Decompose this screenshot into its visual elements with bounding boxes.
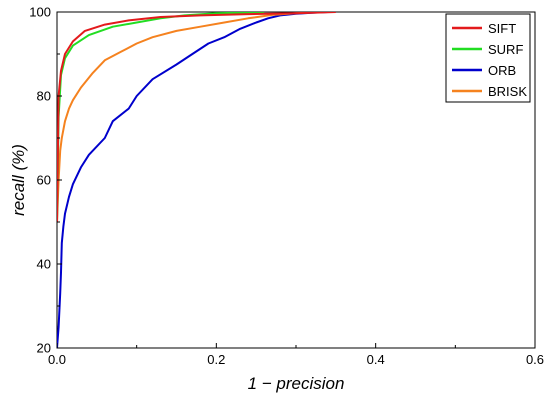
y-tick-label: 60	[37, 173, 51, 188]
x-tick-label: 0.6	[526, 352, 544, 367]
y-tick-label: 100	[29, 5, 51, 20]
x-tick-label: 0.2	[207, 352, 225, 367]
legend-label-brisk: BRISK	[488, 84, 527, 99]
y-tick-label: 20	[37, 341, 51, 356]
legend-label-orb: ORB	[488, 63, 516, 78]
legend-label-surf: SURF	[488, 42, 523, 57]
legend: SIFT SURF ORB BRISK	[445, 13, 531, 103]
y-tick-label: 80	[37, 89, 51, 104]
series-line-brisk	[57, 12, 320, 223]
x-axis-title: 1 − precision	[248, 374, 345, 393]
x-tick-label: 0.4	[367, 352, 385, 367]
axis-layer: 0.0 0.2 0.4 0.6 20 40 60 80 100	[29, 5, 544, 368]
y-tick-label: 40	[37, 257, 51, 272]
series-line-orb	[57, 12, 328, 348]
x-tick-label: 0.0	[48, 352, 66, 367]
y-axis-title: recall (%)	[9, 144, 28, 216]
series-line-sift	[57, 12, 336, 223]
legend-label-sift: SIFT	[488, 21, 516, 36]
series-layer	[57, 12, 336, 348]
